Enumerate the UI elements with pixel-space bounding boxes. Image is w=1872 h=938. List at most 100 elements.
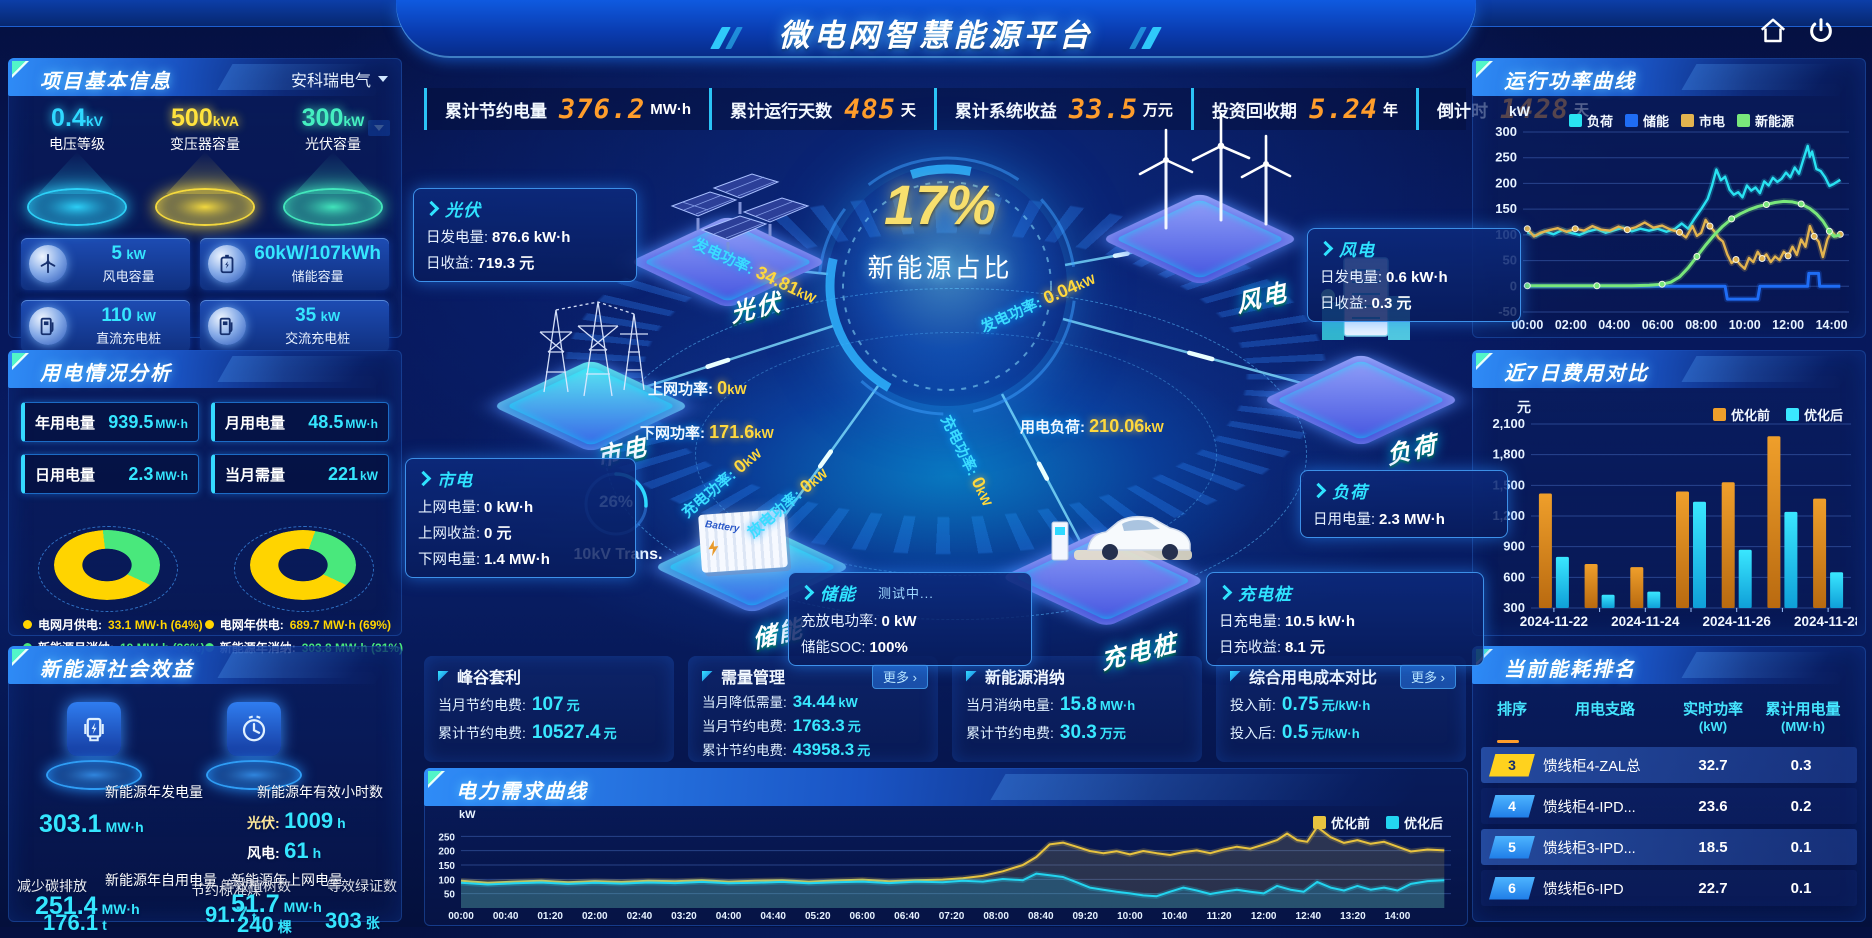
legend-swatch <box>1785 408 1799 421</box>
svg-text:2024-11-26: 2024-11-26 <box>1703 614 1772 629</box>
table-row[interactable]: 6 馈线柜6-IPD 22.7 0.1 <box>1481 870 1857 906</box>
legend-item[interactable]: 市电 <box>1681 111 1725 130</box>
value: 2.3 MW·h <box>1379 511 1445 528</box>
tooltip-title: 储能 <box>820 585 856 604</box>
box-row: 当月节约电费: 107 元 <box>438 694 660 716</box>
value: 0.3 元 <box>1371 295 1412 312</box>
label: 下网电量: <box>418 552 481 568</box>
svg-text:10:00: 10:00 <box>1729 318 1761 332</box>
svg-text:09:20: 09:20 <box>1073 911 1099 922</box>
pedestal-label: 光伏容量 <box>305 136 361 152</box>
value: 0 kW·h <box>484 499 534 516</box>
legend-item[interactable]: 优化后 <box>1785 405 1843 424</box>
demand-curve-chart: 250 200 150 100 50 00:00 00:40 01:20 02:00 02:40 0… <box>438 824 1451 922</box>
benefit-trees-value: 240 棵 <box>237 912 292 938</box>
branch-name: 馈线柜6-IPD <box>1543 881 1624 898</box>
power-icon[interactable] <box>1806 16 1836 46</box>
unit: t <box>251 909 257 925</box>
chevron-right-icon <box>415 470 432 487</box>
clock-icon <box>227 702 281 756</box>
label: 投入后: <box>1230 725 1276 741</box>
legend-label: 优化后 <box>1403 816 1443 831</box>
new-energy-percent: 17% <box>883 173 997 236</box>
glow-disc <box>46 760 142 790</box>
charging-pile-icon <box>29 307 67 345</box>
generation-icon <box>67 702 121 756</box>
benefit-hours-label: 新能源年有效小时数 <box>257 784 383 800</box>
home-icon[interactable] <box>1758 16 1788 46</box>
card-value: 110 <box>101 305 132 326</box>
value: 210.06 <box>1089 416 1145 436</box>
legend-item[interactable]: 优化前 <box>1712 405 1770 424</box>
more-button[interactable]: 更多 › <box>872 664 928 689</box>
more-button[interactable]: 更多 › <box>1400 664 1456 689</box>
box-row: 累计节约电费: 30.3 万元 <box>966 722 1188 744</box>
card-unit: kW <box>136 309 156 324</box>
panel-power-curve: 运行功率曲线 kW 负荷 储能 市电 新能源 30025020015010050… <box>1472 58 1866 338</box>
legend-label: 新能源 <box>1755 114 1795 129</box>
svg-text:04:00: 04:00 <box>716 911 742 922</box>
charging-pile-icon <box>208 307 247 345</box>
legend-swatch <box>1625 114 1639 127</box>
table-row[interactable]: 4 馈线柜4-IPD... 23.6 0.2 <box>1481 788 1857 824</box>
unit: MW·h <box>105 819 144 835</box>
demand-legend: 优化前 优化后 <box>1312 813 1443 832</box>
legend-item[interactable]: 储能 <box>1625 111 1669 130</box>
unit: MW·h <box>283 899 322 915</box>
box-row: 投入后: 0.5 元/kW·h <box>1230 722 1452 744</box>
svg-text:250: 250 <box>438 832 455 843</box>
panel-project-info: 项目基本信息 安科瑞电气 0.4kV 电压等级 500kVA 变压器容量 300… <box>8 58 402 352</box>
legend-item[interactable]: 优化前 <box>1312 813 1370 832</box>
legend-item[interactable]: 新能源 <box>1737 111 1794 130</box>
stat-value: 221 <box>327 463 358 484</box>
label: 当月降低需量: <box>702 695 787 710</box>
svg-text:13:20: 13:20 <box>1340 911 1366 922</box>
legend-item[interactable]: 负荷 <box>1569 111 1613 130</box>
benefit-feed-label: 新能源年上网电量 <box>231 872 343 888</box>
stat-month-demand: 当月需量 221 kW <box>211 454 389 494</box>
pedestal-row: 0.4kV 电压等级 500kVA 变压器容量 300kW 光伏容量 <box>9 96 401 226</box>
label: 累计节约电费: <box>438 725 526 741</box>
label: 累计节约电费: <box>966 725 1054 741</box>
table-row[interactable]: 5 馈线柜3-IPD... 18.5 0.1 <box>1481 829 1857 865</box>
branch-name: 馈线柜4-IPD... <box>1543 799 1636 816</box>
panel-title: 电力需求曲线 <box>456 781 588 803</box>
table-row[interactable]: 3 馈线柜4-ZAL总 32.7 0.3 <box>1481 747 1857 783</box>
legend-item[interactable]: 优化后 <box>1385 813 1443 832</box>
value: 8.1 元 <box>1285 639 1326 656</box>
benefit-coal-label: 节约标准煤 <box>191 882 261 898</box>
value: 719.3 元 <box>477 255 535 272</box>
company-select[interactable]: 安科瑞电气 <box>291 67 388 91</box>
summary-boxes: 峰谷套利 当月节约电费: 107 元 累计节约电费: 10527.4 元 需量管理 更多… <box>424 656 1466 762</box>
page-title: 微电网智慧能源平台 <box>778 18 1094 53</box>
card-unit: kW <box>126 247 146 262</box>
label: 当月节约电费: <box>438 697 526 713</box>
benefit-coal-value: 91.7 t <box>205 902 257 928</box>
label: 上网功率: <box>648 381 713 398</box>
orb-arcs <box>817 156 1077 416</box>
label: 上网电量: <box>418 500 481 516</box>
stat-day-usage: 日用电量 2.3 MW·h <box>21 454 199 494</box>
svg-text:03:20: 03:20 <box>671 911 697 922</box>
value: 0.5 <box>1281 722 1309 743</box>
panel-title: 运行功率曲线 <box>1504 71 1636 93</box>
panel-title: 当前能耗排名 <box>1504 659 1636 681</box>
unit: kW <box>754 426 774 441</box>
benefit-self-value: 251.4 MW·h <box>35 892 140 921</box>
value: 91.7 <box>205 902 248 927</box>
legend-label: 优化后 <box>1803 408 1843 423</box>
kpi-value: 485 <box>844 93 896 125</box>
card-label: 交流充电桩 <box>285 331 351 346</box>
label: 当月消纳电量: <box>966 697 1054 713</box>
svg-text:04:40: 04:40 <box>760 911 786 922</box>
svg-text:02:00: 02:00 <box>1555 318 1587 332</box>
power-value: 22.7 <box>1698 879 1728 897</box>
value: 0 <box>717 378 728 398</box>
benefit-co2-label: 减少碳排放 <box>17 878 87 894</box>
chevron-right-icon <box>798 584 815 601</box>
stat-label: 当月需量 <box>225 466 286 484</box>
unit: kW <box>727 382 747 397</box>
col-branch: 用电支路 <box>1574 701 1635 718</box>
tooltip-title-row: 充电桩 <box>1216 580 1471 605</box>
benefit-self-label: 新能源年自用电量 <box>105 872 217 888</box>
